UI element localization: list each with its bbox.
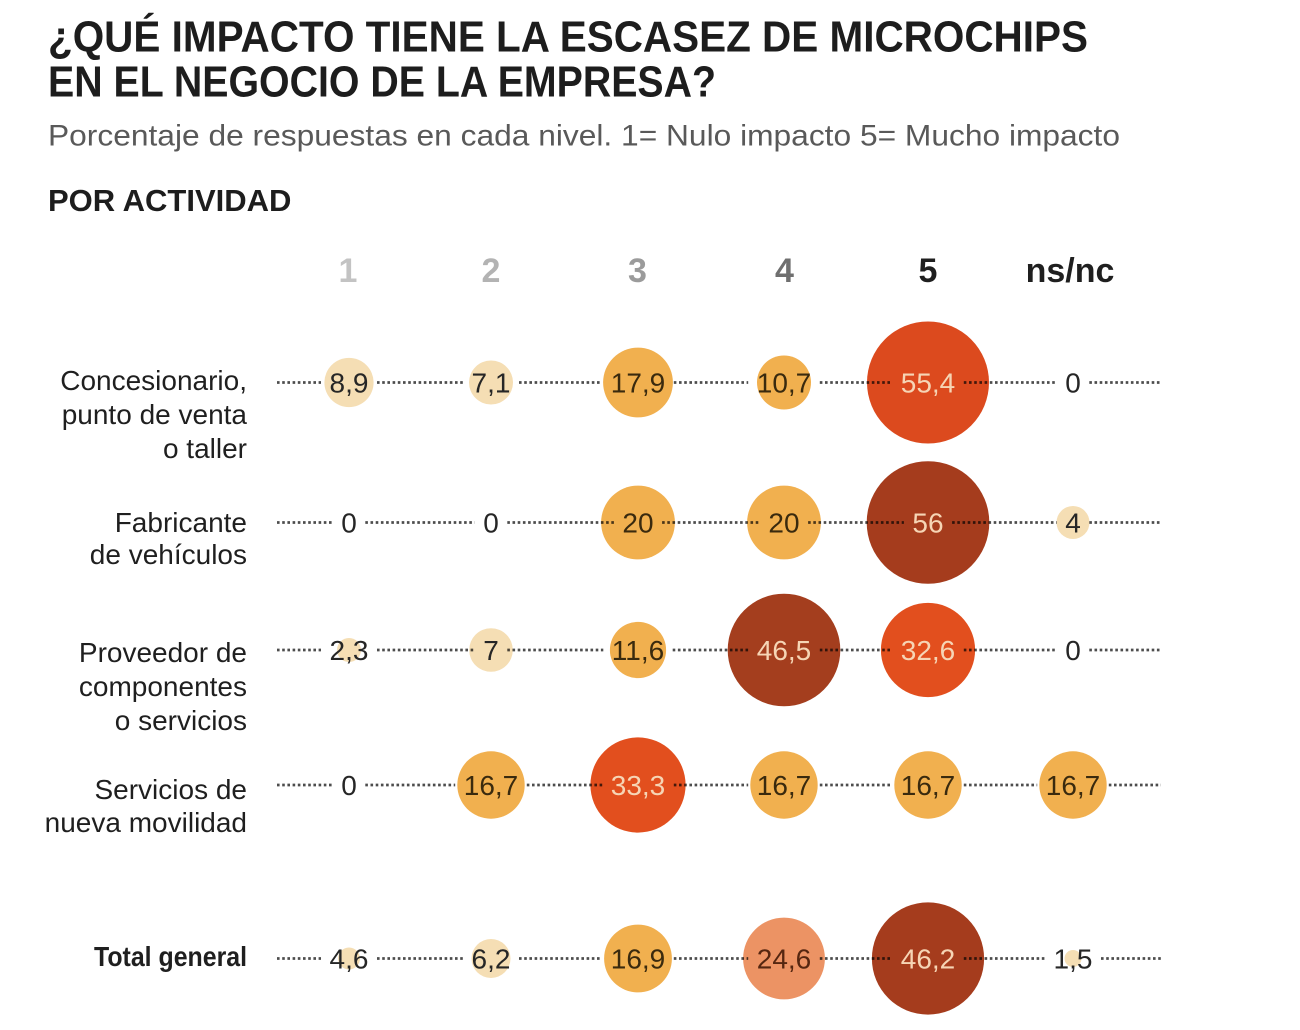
svg-text:0: 0 xyxy=(483,508,499,539)
svg-text:46,5: 46,5 xyxy=(757,635,812,666)
svg-text:24,6: 24,6 xyxy=(757,944,812,975)
svg-text:33,3: 33,3 xyxy=(611,770,666,801)
svg-text:4: 4 xyxy=(1065,508,1081,539)
svg-text:0: 0 xyxy=(341,508,357,539)
svg-text:Servicios de: Servicios de xyxy=(94,774,247,805)
svg-text:55,4: 55,4 xyxy=(901,368,956,399)
svg-text:20: 20 xyxy=(768,508,799,539)
svg-text:1: 1 xyxy=(339,252,358,290)
svg-text:Fabricante: Fabricante xyxy=(115,507,247,538)
svg-text:Proveedor de: Proveedor de xyxy=(79,637,247,668)
svg-text:32,6: 32,6 xyxy=(901,635,956,666)
svg-text:Porcentaje de respuestas en ca: Porcentaje de respuestas en cada nivel. … xyxy=(48,120,1120,153)
svg-text:2: 2 xyxy=(482,252,501,290)
svg-text:o taller: o taller xyxy=(163,433,247,464)
svg-text:56: 56 xyxy=(912,508,943,539)
svg-text:10,7: 10,7 xyxy=(757,368,812,399)
svg-text:16,7: 16,7 xyxy=(901,770,956,801)
svg-text:7,1: 7,1 xyxy=(472,368,511,399)
svg-text:Concesionario,: Concesionario, xyxy=(60,365,247,396)
svg-text:2,3: 2,3 xyxy=(330,635,369,666)
svg-text:ns/nc: ns/nc xyxy=(1026,252,1115,290)
svg-text:0: 0 xyxy=(341,770,357,801)
svg-text:8,9: 8,9 xyxy=(330,368,369,399)
svg-text:de vehículos: de vehículos xyxy=(90,539,247,570)
svg-text:punto de venta: punto de venta xyxy=(62,399,248,430)
svg-text:3: 3 xyxy=(628,252,647,290)
svg-text:7: 7 xyxy=(483,635,499,666)
svg-text:nueva movilidad: nueva movilidad xyxy=(45,807,247,838)
svg-text:5: 5 xyxy=(919,252,938,290)
svg-text:16,7: 16,7 xyxy=(464,770,519,801)
svg-text:6,2: 6,2 xyxy=(472,944,511,975)
svg-text:1,5: 1,5 xyxy=(1054,944,1093,975)
svg-text:¿QUÉ IMPACTO TIENE LA ESCASEZ: ¿QUÉ IMPACTO TIENE LA ESCASEZ DE MICROCH… xyxy=(48,12,1088,62)
svg-text:4: 4 xyxy=(775,252,794,290)
svg-text:o servicios: o servicios xyxy=(115,705,247,736)
svg-text:17,9: 17,9 xyxy=(611,368,666,399)
svg-text:POR ACTIVIDAD: POR ACTIVIDAD xyxy=(48,183,291,218)
svg-text:0: 0 xyxy=(1065,635,1081,666)
svg-text:11,6: 11,6 xyxy=(612,635,664,666)
svg-text:20: 20 xyxy=(622,508,653,539)
svg-text:0: 0 xyxy=(1065,368,1081,399)
svg-text:EN EL NEGOCIO DE LA EMPRESA?: EN EL NEGOCIO DE LA EMPRESA? xyxy=(48,59,716,107)
svg-text:Total general: Total general xyxy=(94,941,247,972)
svg-text:16,7: 16,7 xyxy=(757,770,812,801)
svg-text:4,6: 4,6 xyxy=(330,944,369,975)
svg-text:46,2: 46,2 xyxy=(901,944,956,975)
svg-text:16,7: 16,7 xyxy=(1046,770,1101,801)
svg-text:16,9: 16,9 xyxy=(611,944,666,975)
svg-text:componentes: componentes xyxy=(79,671,247,702)
